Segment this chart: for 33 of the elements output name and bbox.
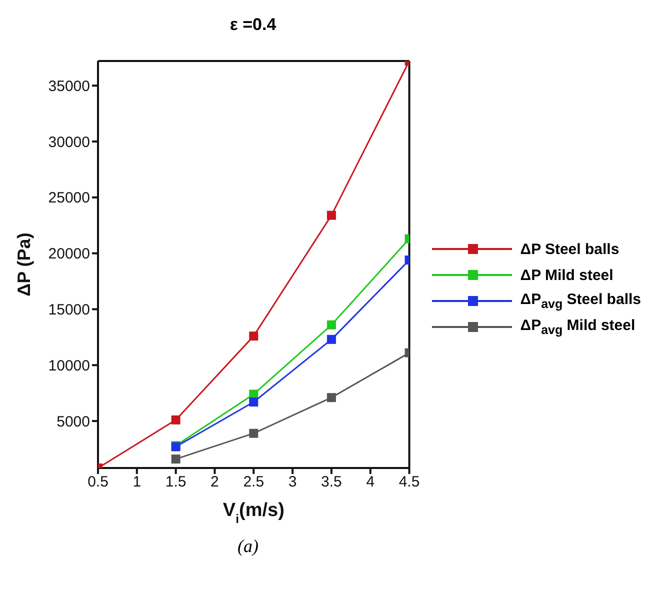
y-tick-label: 15000 <box>48 302 90 319</box>
y-tick-label: 30000 <box>48 134 90 151</box>
y-tick-label: 25000 <box>48 190 90 207</box>
text: ΔP Mild steel <box>520 266 614 284</box>
x-tick-label: 1.5 <box>165 474 186 491</box>
chart-title: ε =0.4 <box>228 14 278 36</box>
x-tick-label: 3.5 <box>321 474 342 491</box>
y-tick-label: 20000 <box>48 246 90 263</box>
x-tick-label: 1 <box>132 474 142 491</box>
point <box>171 415 180 424</box>
point <box>249 332 258 341</box>
x-tick-label: 2.5 <box>243 474 264 491</box>
point <box>249 428 258 438</box>
point <box>326 320 336 330</box>
point <box>171 454 180 464</box>
x-tick-label: 2 <box>210 474 219 491</box>
x-tick-label: 4.5 <box>398 474 420 491</box>
x-tick-label: 0.5 <box>88 474 108 491</box>
point <box>326 393 336 402</box>
x-axis-title: V$_{i}$(m/s) <box>222 500 284 526</box>
point <box>249 398 258 407</box>
text: ΔP Steel balls <box>520 240 620 258</box>
y-tick-label: 5000 <box>56 413 90 430</box>
text: ΔP$_{avg}$ Mild steel <box>520 317 636 337</box>
text: (a) <box>236 536 260 557</box>
point <box>326 334 336 344</box>
y-tick-label: 35000 <box>48 78 90 95</box>
y-axis-title: ΔP (Pa) <box>14 232 34 296</box>
point <box>326 210 336 220</box>
x-tick-label: 4 <box>366 474 375 491</box>
text: ΔP$_{avg}$ Steel balls <box>520 291 641 311</box>
y-tick-label: 10000 <box>48 357 90 374</box>
x-tick-label: 3 <box>288 474 297 491</box>
